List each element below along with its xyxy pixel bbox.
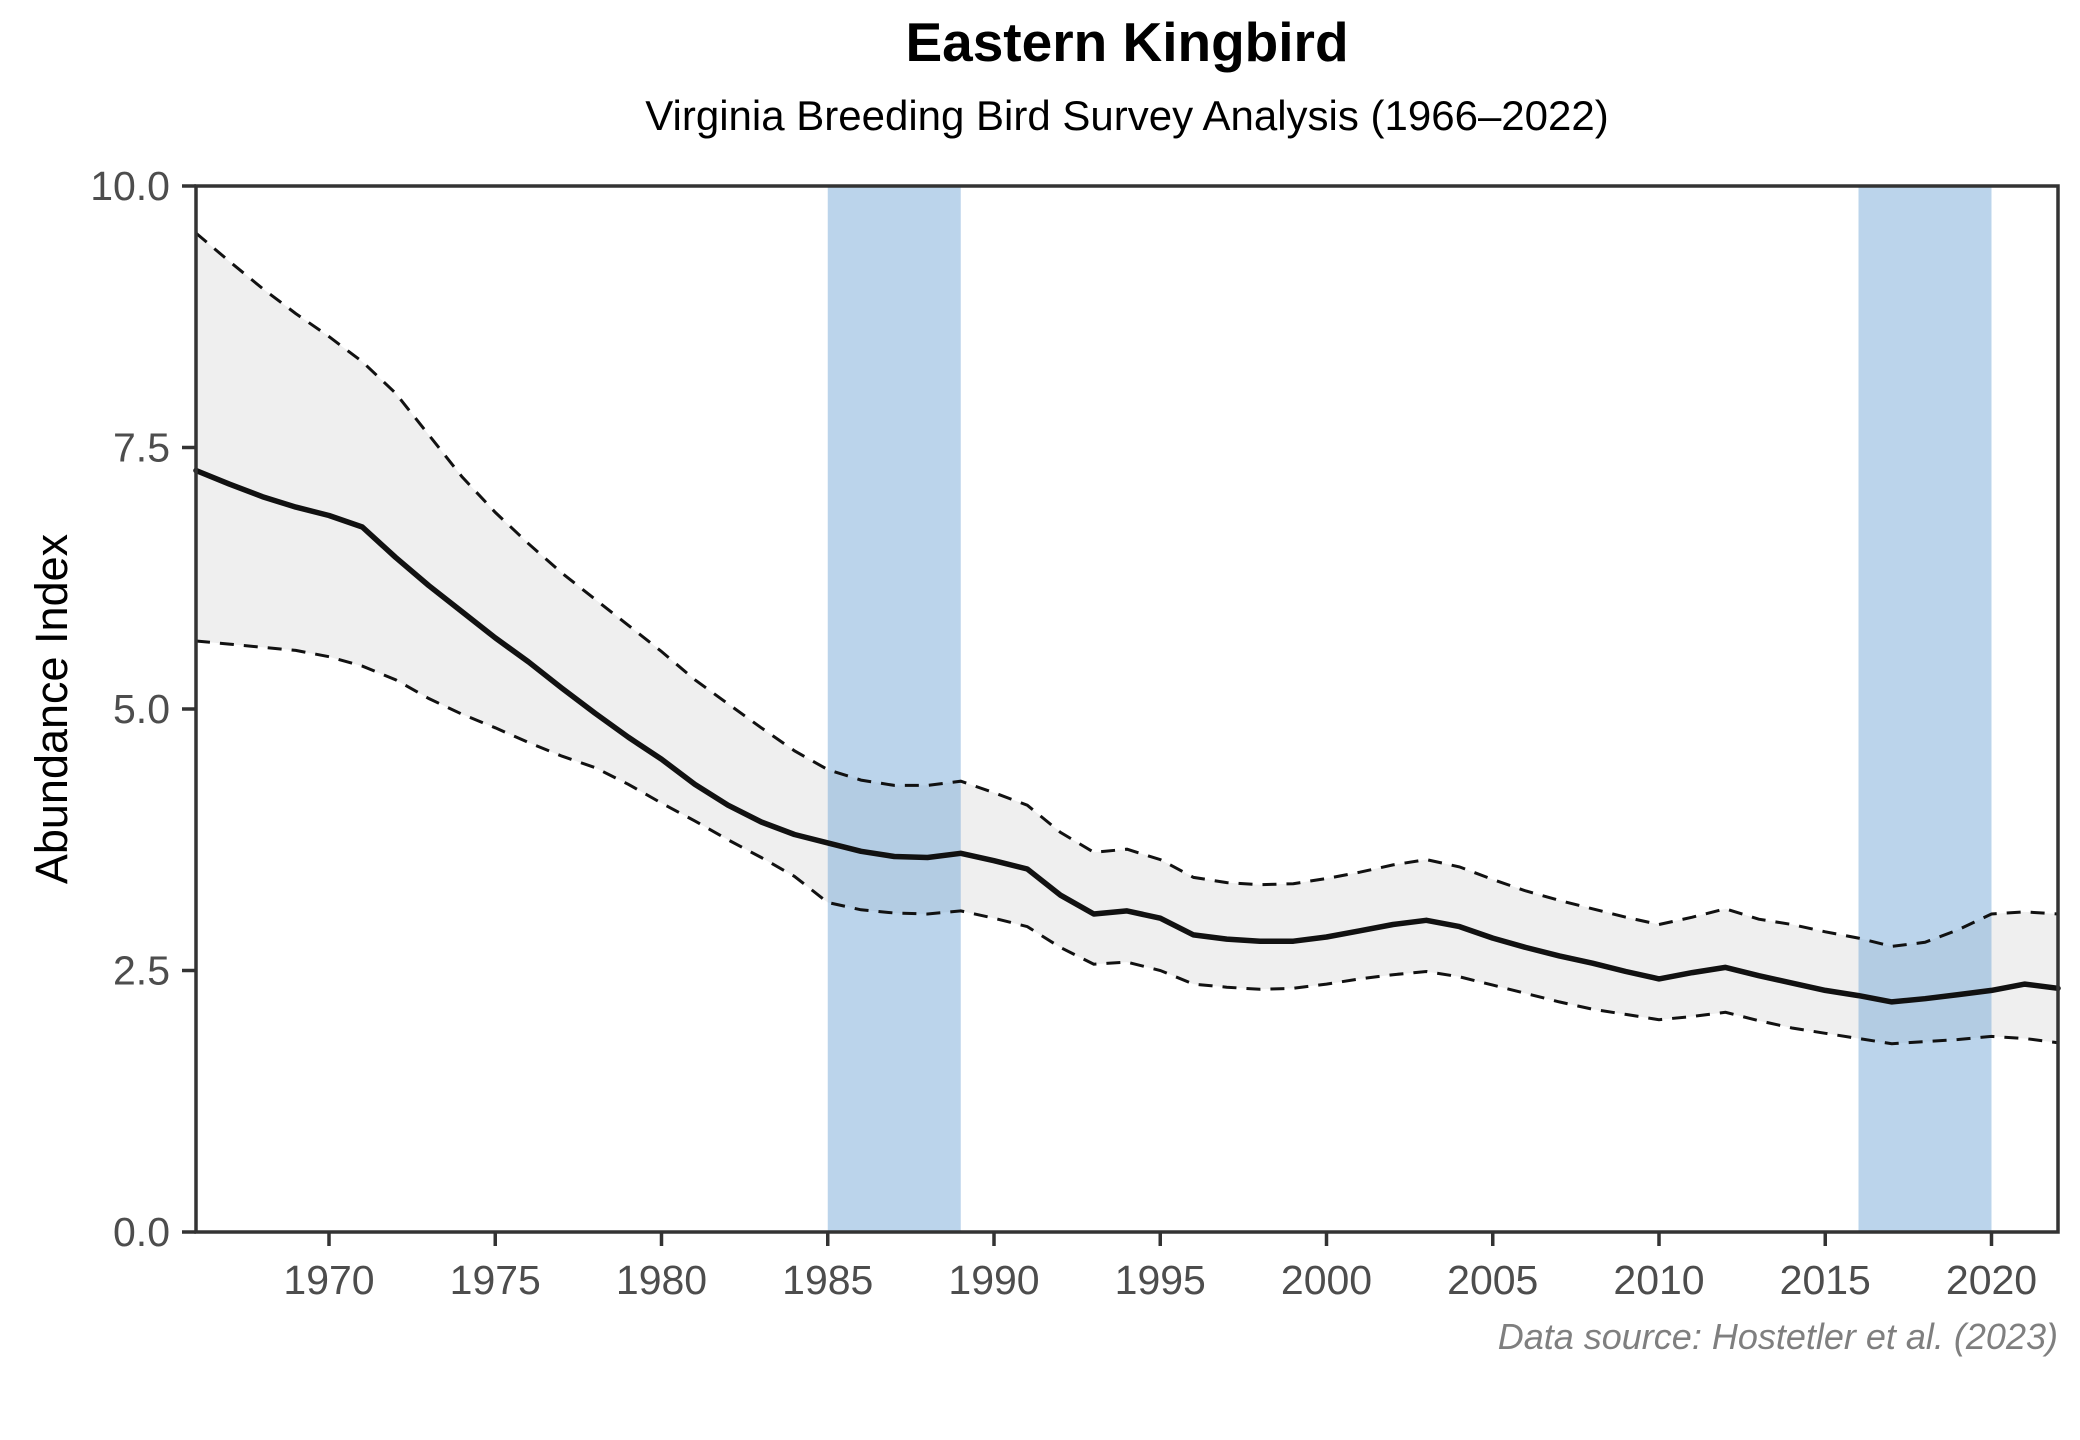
y-tick-label: 7.5 bbox=[113, 425, 170, 471]
x-tick-label: 1975 bbox=[450, 1257, 541, 1303]
y-tick-label: 5.0 bbox=[113, 686, 170, 732]
highlight-1985-1989 bbox=[827, 186, 961, 1232]
x-tick-label: 2015 bbox=[1780, 1257, 1871, 1303]
x-tick-label: 1985 bbox=[782, 1257, 873, 1303]
x-tick-label: 2020 bbox=[1946, 1257, 2037, 1303]
y-axis-title: Abundance Index bbox=[26, 533, 77, 885]
x-tick-label: 2010 bbox=[1613, 1257, 1704, 1303]
y-tick-label: 0.0 bbox=[113, 1209, 170, 1255]
x-tick-label: 1980 bbox=[616, 1257, 707, 1303]
x-tick-label: 1970 bbox=[283, 1257, 374, 1303]
chart-subtitle: Virginia Breeding Bird Survey Analysis (… bbox=[645, 92, 1609, 139]
x-tick-label: 1995 bbox=[1115, 1257, 1206, 1303]
chart-caption: Data source: Hostetler et al. (2023) bbox=[1497, 1316, 2058, 1357]
lower-ci-line bbox=[195, 639, 2059, 1046]
x-tick-label: 2005 bbox=[1447, 1257, 1538, 1303]
x-tick-label: 2000 bbox=[1281, 1257, 1372, 1303]
trend-line bbox=[193, 467, 2061, 1005]
upper-ci-line bbox=[195, 231, 2059, 948]
chart-title: Eastern Kingbird bbox=[905, 11, 1349, 73]
y-tick-label: 2.5 bbox=[113, 948, 170, 994]
highlight-2016-2020 bbox=[1858, 186, 1992, 1232]
x-tick-label: 1990 bbox=[948, 1257, 1039, 1303]
y-tick-label: 10.0 bbox=[90, 163, 170, 209]
